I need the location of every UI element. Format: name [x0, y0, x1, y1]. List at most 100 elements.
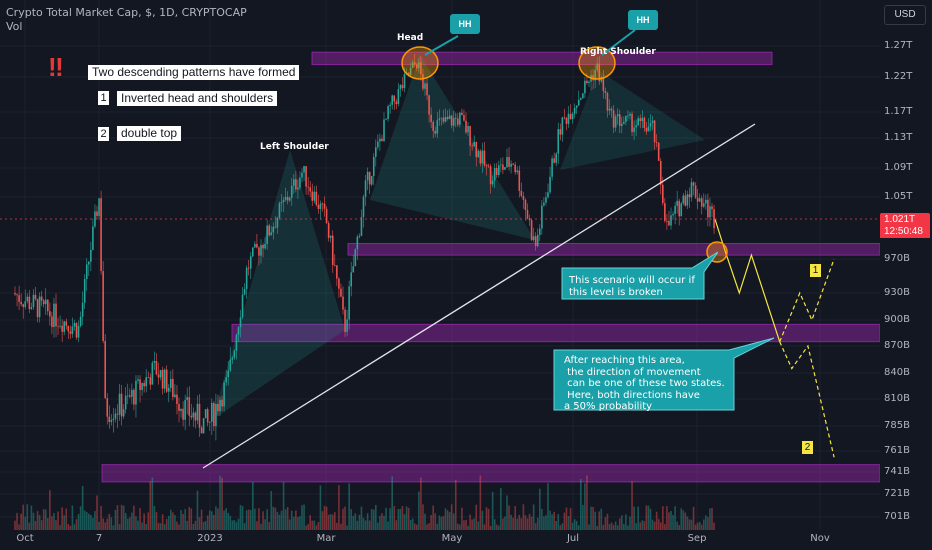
candle — [202, 418, 205, 434]
candle — [16, 293, 18, 307]
volume-bar — [129, 517, 131, 530]
candle — [586, 73, 588, 85]
volume-bars — [14, 475, 715, 530]
candle — [666, 213, 668, 230]
candle — [350, 261, 352, 297]
volume-bar — [67, 524, 70, 530]
candle — [498, 160, 500, 178]
volume-bar — [389, 508, 391, 530]
candle — [684, 189, 687, 207]
candle — [315, 185, 318, 207]
volume-bar — [79, 506, 82, 530]
candle — [639, 114, 642, 129]
volume-bar — [77, 514, 80, 530]
candle — [680, 201, 683, 217]
volume-bar — [75, 519, 78, 530]
volume-bar — [172, 512, 174, 530]
candle — [485, 164, 488, 176]
volume-bar — [432, 505, 434, 530]
candle — [219, 396, 221, 416]
candle — [580, 97, 582, 101]
volume-bar — [582, 504, 584, 530]
time-tick-label: Oct — [16, 533, 34, 544]
candle — [282, 196, 285, 213]
candle — [204, 409, 207, 419]
volume-bar — [81, 485, 84, 530]
candle — [465, 112, 467, 135]
volume-bar — [498, 525, 500, 530]
candle — [627, 110, 629, 121]
volume-bar — [350, 509, 352, 530]
candle — [139, 375, 141, 403]
candle — [512, 163, 514, 166]
candle — [137, 375, 139, 384]
volume-bar — [108, 513, 111, 530]
candle — [711, 202, 713, 217]
candle — [346, 310, 348, 337]
candle — [340, 283, 342, 298]
candle — [452, 111, 455, 132]
currency-button[interactable]: USD — [884, 5, 926, 25]
candle — [284, 187, 287, 202]
volume-bar — [247, 509, 250, 530]
candle — [92, 218, 94, 251]
volume-bar — [122, 505, 125, 530]
candle — [493, 163, 496, 188]
volume-bar — [491, 491, 494, 530]
volume-bar — [536, 517, 539, 530]
candle — [364, 174, 367, 206]
candle — [526, 203, 529, 220]
candle — [106, 393, 109, 425]
candle — [641, 110, 644, 129]
volume-bar — [88, 513, 90, 530]
volume-bar — [233, 519, 236, 530]
volume-bar — [153, 505, 156, 530]
candle — [51, 311, 53, 335]
candle — [34, 286, 37, 301]
candle — [165, 365, 168, 394]
volume-bar — [411, 518, 414, 530]
volume-bar — [338, 485, 340, 530]
volume-bar — [126, 518, 129, 530]
candle — [241, 286, 244, 320]
candle — [436, 111, 439, 139]
volume-bar — [223, 510, 225, 530]
candle — [141, 382, 143, 396]
candle — [40, 290, 43, 307]
volume-bar — [61, 507, 63, 530]
candle — [588, 79, 590, 88]
volume-bar — [59, 525, 61, 530]
candle — [116, 404, 119, 428]
volume-bar — [477, 521, 480, 530]
hh-pointer-head — [424, 35, 459, 56]
candle — [151, 360, 154, 385]
volume-bar — [176, 521, 178, 530]
candle — [471, 143, 473, 151]
candle — [672, 211, 674, 220]
volume-bar — [577, 525, 580, 530]
volume-bar — [580, 478, 582, 530]
volume-bar — [24, 516, 27, 530]
volume-legend: Vol — [6, 20, 23, 33]
candle — [491, 175, 494, 187]
candle — [534, 232, 537, 251]
candle — [301, 168, 303, 183]
volume-bar — [413, 523, 416, 530]
candle — [543, 197, 545, 207]
volume-bar — [684, 512, 687, 530]
volume-bar — [463, 520, 465, 530]
volume-bar — [71, 505, 74, 530]
trendline[interactable] — [202, 123, 756, 469]
volume-bar — [700, 524, 703, 530]
candle — [508, 147, 510, 171]
volume-bar — [131, 512, 133, 530]
candle — [479, 149, 482, 167]
scenario-2-path — [779, 341, 835, 458]
zone-rect — [101, 464, 881, 483]
candle — [594, 65, 596, 88]
volume-bar — [149, 481, 152, 530]
candle — [112, 407, 115, 433]
candle — [211, 398, 213, 435]
candle — [375, 139, 377, 167]
